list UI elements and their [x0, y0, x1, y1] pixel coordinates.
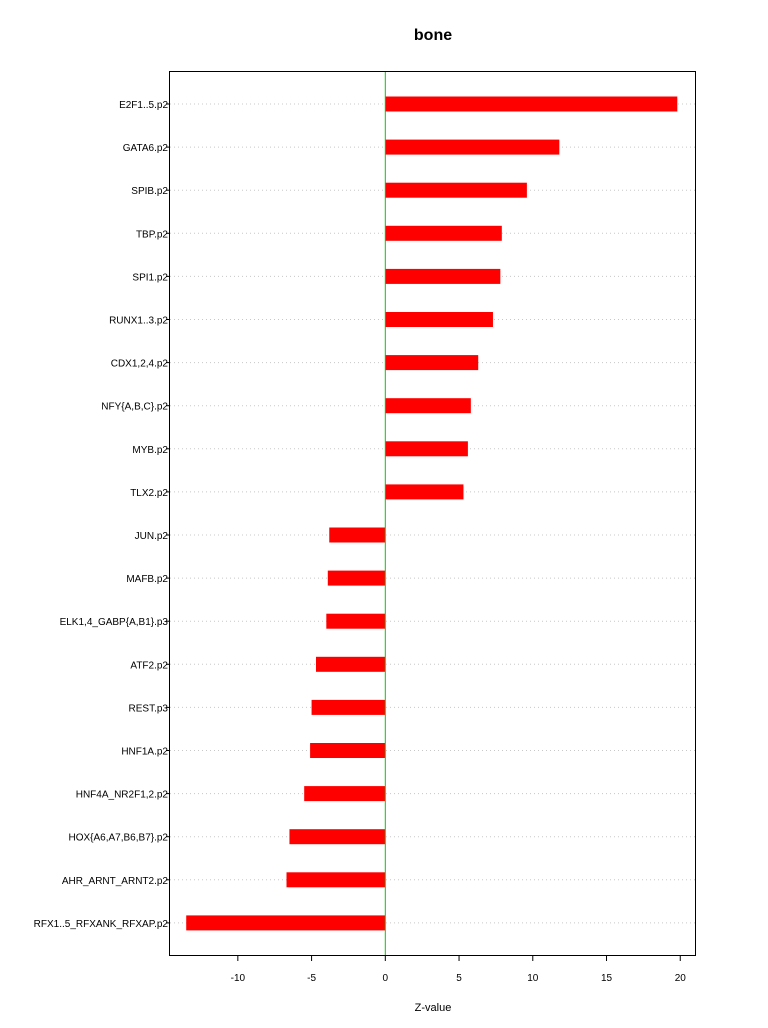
bar [385, 268, 501, 284]
category-label: E2F1..5.p2 [119, 100, 168, 111]
category-label: ELK1,4_GABP{A,B1}.p3 [60, 617, 169, 628]
category-label: REST.p3 [129, 703, 169, 714]
category-label: RUNX1..3.p2 [109, 316, 168, 327]
bar [385, 225, 502, 241]
x-axis: -10 -5 0 5 10 15 20 [231, 955, 687, 984]
x-tick-label: -10 [231, 973, 246, 984]
bar [385, 182, 527, 198]
category-label: CDX1,2,4.p2 [111, 359, 169, 370]
bar [385, 398, 471, 414]
category-label: HOX{A6,A7,B6,B7}.p2 [68, 833, 168, 844]
bar [385, 484, 464, 500]
bar [289, 829, 386, 845]
x-axis-title: Z-value [415, 1002, 452, 1014]
category-label: AHR_ARNT_ARNT2.p2 [62, 876, 169, 887]
bar [311, 699, 386, 715]
bar [315, 656, 386, 672]
category-label: SPIB.p2 [131, 186, 168, 197]
category-label: ATF2.p2 [130, 660, 168, 671]
plot-frame [169, 71, 696, 956]
x-tick-label: 0 [383, 973, 389, 984]
category-label: GATA6.p2 [123, 143, 169, 154]
chart-title: bone [414, 27, 452, 44]
bar [385, 96, 678, 112]
category-labels: E2F1..5.p2 GATA6.p2 SPIB.p2 TBP.p2 SPI1.p2 RU… [34, 100, 170, 930]
category-label: MAFB.p2 [126, 574, 168, 585]
bar [304, 786, 386, 802]
bar [385, 441, 468, 457]
bar [310, 743, 386, 758]
bar [327, 570, 386, 586]
category-label: MYB.p2 [132, 445, 168, 456]
category-label: HNF4A_NR2F1,2.p2 [76, 790, 169, 801]
x-tick-label: 15 [601, 973, 613, 984]
bar [385, 355, 479, 371]
category-label: NFY{A,B,C}.p2 [101, 402, 168, 413]
bar [286, 872, 386, 888]
category-label: TBP.p2 [136, 229, 168, 240]
bar [385, 139, 560, 155]
category-label: HNF1A.p2 [121, 747, 168, 758]
bar [186, 915, 386, 931]
category-label: TLX2.p2 [130, 488, 168, 499]
x-tick-label: 20 [675, 973, 687, 984]
bar [329, 527, 386, 543]
category-label: SPI1.p2 [132, 272, 168, 283]
category-label: JUN.p2 [135, 531, 169, 542]
bars [186, 96, 678, 931]
x-tick-label: 5 [456, 973, 462, 984]
x-tick-label: -5 [307, 973, 316, 984]
bar [385, 312, 493, 327]
bar [326, 613, 386, 629]
x-tick-label: 10 [527, 973, 539, 984]
category-label: RFX1..5_RFXANK_RFXAP.p2 [34, 919, 169, 930]
